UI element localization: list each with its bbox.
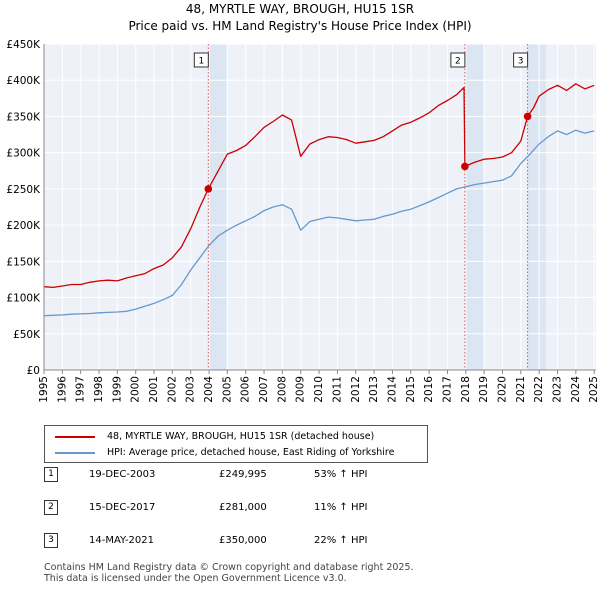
legend-label-property: 48, MYRTLE WAY, BROUGH, HU15 1SR (detach…: [107, 431, 375, 442]
legend-swatch-hpi: [55, 451, 95, 454]
transaction-date: 15-DEC-2017: [89, 501, 156, 513]
sale-marker-box: [513, 52, 529, 68]
transaction-hpi-diff: 53% ↑ HPI: [314, 468, 368, 480]
axes: £0 £50K £100K £150K £200K £250K £300K £350K £400…: [6, 39, 600, 403]
x-tick-label: 2013: [368, 376, 380, 403]
transaction-date: 14-MAY-2021: [89, 534, 155, 546]
legend-swatch-property: [55, 435, 95, 438]
x-tick-label: 1997: [75, 376, 87, 403]
transaction-hpi-diff: 11% ↑ HPI: [314, 501, 368, 513]
x-tick-label: 2011: [331, 376, 343, 403]
y-tick-label: £150K: [6, 256, 41, 268]
y-tick-label: £450K: [6, 39, 41, 51]
shaded-region: [527, 44, 546, 370]
transaction-number: 2: [44, 499, 58, 515]
x-tick-label: 2015: [405, 376, 417, 403]
x-tick-label: 2014: [386, 376, 398, 403]
x-tick-label: 2006: [240, 376, 252, 403]
x-tick-label: 2018: [460, 376, 472, 403]
x-tick-label: 1999: [111, 376, 123, 403]
plot-area: 1 2 3: [43, 43, 596, 371]
x-tick-label: 2010: [313, 376, 325, 403]
legend-label-hpi: HPI: Average price, detached house, East…: [107, 447, 395, 458]
legend: 48, MYRTLE WAY, BROUGH, HU15 1SR (detach…: [44, 425, 428, 463]
y-tick-label: £350K: [6, 111, 41, 123]
legend-item-property: 48, MYRTLE WAY, BROUGH, HU15 1SR (detach…: [55, 431, 374, 442]
sale-point: [461, 162, 469, 171]
x-tick-label: 1998: [93, 376, 105, 403]
x-tick-label: 2022: [533, 376, 545, 403]
x-tick-label: 2016: [423, 376, 435, 403]
x-tick-label: 2002: [166, 376, 178, 403]
x-tick-label: 2012: [350, 376, 362, 403]
transaction-hpi-diff: 22% ↑ HPI: [314, 534, 368, 546]
y-tick-label: £0: [27, 365, 40, 377]
x-tick-label: 2020: [496, 376, 508, 403]
series-line-property: [43, 83, 595, 289]
y-tick-label: £400K: [6, 75, 41, 87]
x-tick-label: 2003: [185, 376, 197, 403]
chart-title: 48, MYRTLE WAY, BROUGH, HU15 1SR: [185, 2, 415, 16]
x-tick-label: 2009: [295, 376, 307, 403]
x-tick-label: 1995: [38, 376, 50, 403]
sale-marker-label: 1: [198, 57, 204, 67]
sale-point: [523, 112, 532, 121]
plot-background: [44, 44, 596, 370]
x-tick-label: 2021: [515, 376, 527, 403]
sale-marker-label: 3: [518, 57, 524, 67]
x-tick-label: 1996: [56, 376, 68, 403]
x-tick-label: 2004: [203, 376, 215, 403]
shaded-region: [208, 44, 227, 370]
shaded-region: [464, 44, 484, 370]
transaction-price: £350,000: [219, 534, 267, 546]
x-tick-label: 2000: [130, 376, 142, 403]
x-tick-label: 2005: [221, 376, 233, 403]
x-tick-label: 2019: [478, 376, 490, 403]
y-tick-label: £100K: [6, 293, 41, 305]
footer-licence: This data is licensed under the Open Gov…: [44, 573, 347, 584]
x-tick-label: 2008: [276, 376, 288, 403]
x-tick-label: 2025: [588, 376, 600, 403]
chart-subtitle: Price paid vs. HM Land Registry's House …: [128, 19, 472, 33]
x-tick-label: 2024: [570, 376, 582, 403]
y-tick-label: £50K: [13, 329, 41, 341]
sale-point: [204, 185, 213, 193]
y-tick-label: £200K: [6, 220, 41, 232]
transaction-number: 3: [44, 532, 58, 548]
sale-marker-label: 2: [455, 57, 461, 67]
x-tick-label: 2001: [148, 376, 160, 403]
series-line-hpi: [43, 129, 595, 317]
y-tick-label: £250K: [6, 184, 41, 196]
x-tick-label: 2007: [258, 376, 270, 403]
sale-marker-box: [193, 52, 209, 68]
price-chart: 1 2 3 £0 £50K £100K £150K £200K £250K £300K £350K…: [6, 39, 600, 403]
y-tick-label: £300K: [6, 148, 41, 160]
sale-marker-box: [450, 52, 466, 68]
x-tick-label: 2017: [441, 376, 453, 403]
transaction-date: 19-DEC-2003: [89, 468, 156, 480]
x-tick-label: 2023: [551, 376, 563, 403]
transaction-price: £249,995: [219, 468, 267, 480]
legend-item-hpi: HPI: Average price, detached house, East…: [55, 447, 394, 458]
transaction-price: £281,000: [219, 501, 267, 513]
transaction-number: 1: [44, 466, 58, 482]
footer-copyright: Contains HM Land Registry data © Crown c…: [44, 562, 414, 573]
